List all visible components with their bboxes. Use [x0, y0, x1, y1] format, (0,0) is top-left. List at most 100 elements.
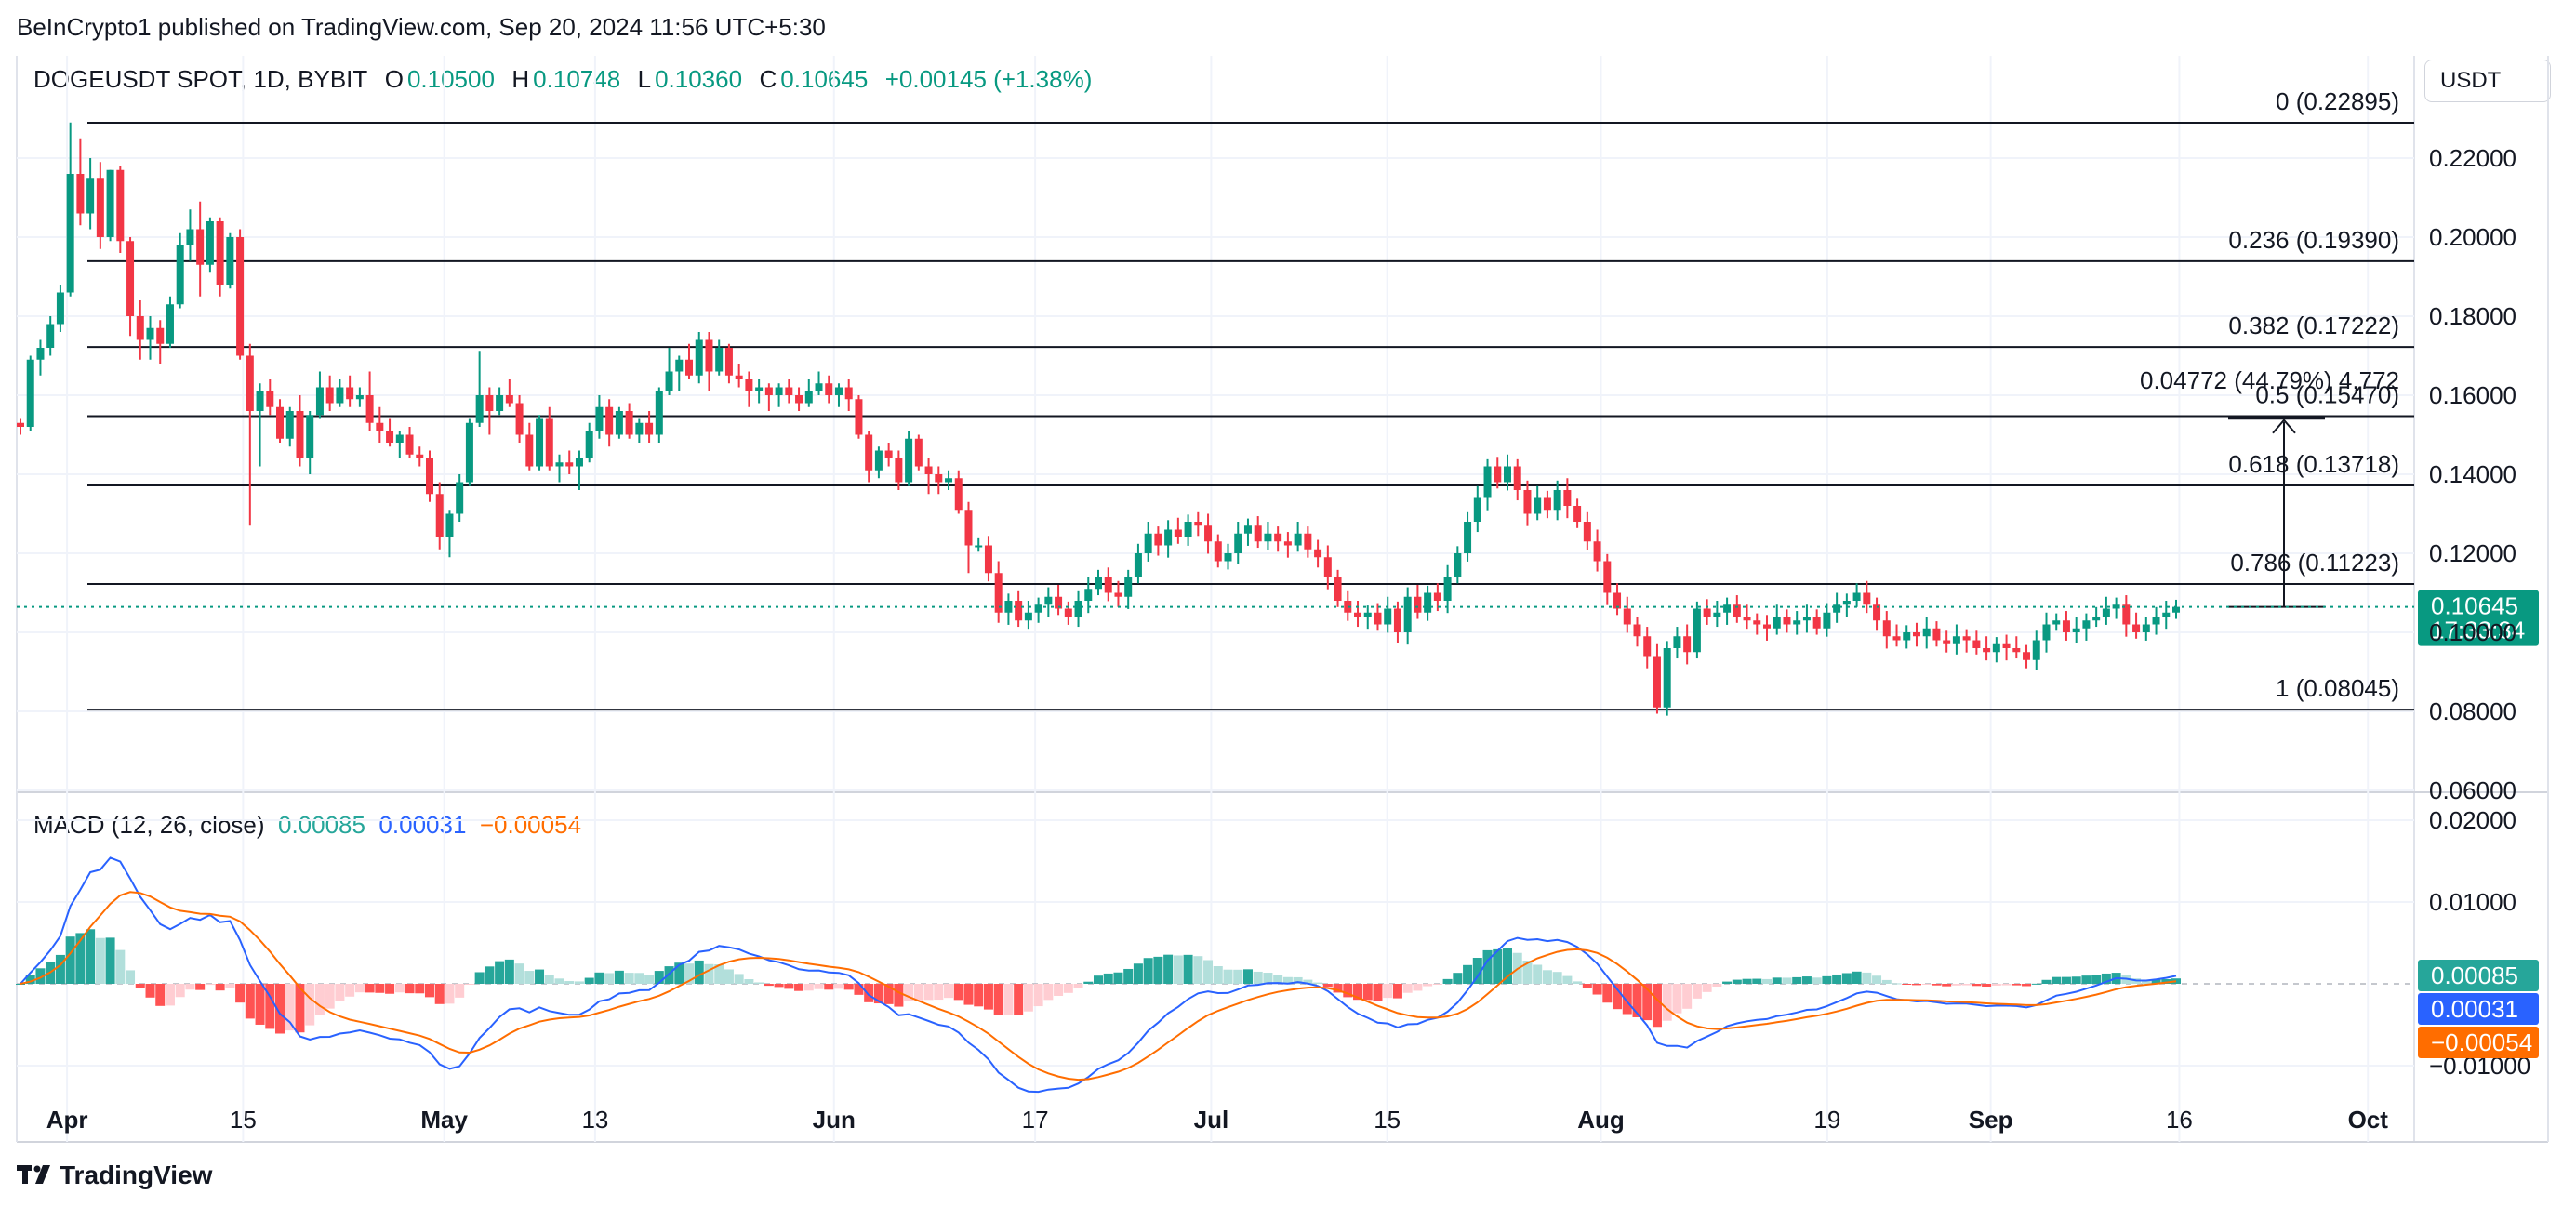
macd-histogram-bar: [974, 984, 984, 1007]
macd-tick-label: 0.01000: [2429, 888, 2516, 916]
last-price-countdown: 17:33:34: [2431, 617, 2525, 644]
macd-histogram-bar: [2022, 984, 2032, 987]
candle-body: [1194, 522, 1202, 526]
candle-body: [884, 450, 893, 458]
macd-histogram-bar: [594, 972, 604, 984]
candle-body: [2092, 617, 2101, 621]
candle-body: [935, 474, 943, 483]
macd-histogram-bar: [365, 984, 375, 993]
macd-histogram-bar: [1373, 984, 1383, 1001]
candle-body: [1633, 624, 1641, 637]
macd-histogram-bar: [944, 984, 954, 999]
candle-body: [1164, 529, 1173, 546]
macd-histogram-bar: [1043, 984, 1054, 1001]
candle-body: [186, 229, 194, 245]
candle-body: [1653, 656, 1661, 708]
macd-axis[interactable]: 0.020000.01000−0.010000.000850.00031−0.0…: [2418, 806, 2539, 1080]
macd-histogram-bar: [455, 984, 465, 998]
macd-histogram-bar: [1402, 984, 1413, 993]
candle-body: [416, 454, 424, 458]
candle-body: [1863, 592, 1871, 605]
time-tick-label: Apr: [46, 1106, 88, 1134]
macd-histogram-bar: [1293, 976, 1303, 984]
macd-histogram-bar: [1432, 984, 1442, 985]
low-value: 0.10360: [655, 65, 743, 93]
candle-body: [246, 355, 254, 411]
candle-body: [1144, 533, 1152, 553]
candle-body: [1693, 608, 1701, 653]
candle-body: [565, 462, 574, 467]
macd-indicator-name[interactable]: MACD (12, 26, close): [33, 811, 265, 839]
macd-histogram-bar: [1682, 984, 1693, 1009]
macd-histogram-bar: [764, 984, 774, 987]
macd-histogram-bar: [1872, 975, 1882, 984]
candle-body: [1384, 608, 1392, 625]
candle-body: [216, 221, 224, 285]
candle-body: [525, 434, 534, 467]
candle-body: [166, 304, 174, 344]
candle-body: [1443, 577, 1452, 601]
time-axis[interactable]: Apr 15 May 13 Jun 17 Jul 15 Aug 19 Sep 16 Oct: [46, 1106, 2389, 1134]
time-tick-label: 17: [1022, 1106, 1049, 1134]
candle-body: [954, 478, 963, 511]
macd-histogram-bar: [814, 984, 824, 989]
currency-selector[interactable]: USDT: [2424, 60, 2551, 102]
macd-histogram-bar: [415, 984, 425, 994]
close-label: C: [759, 65, 777, 93]
candle-body: [1583, 522, 1591, 542]
candle-body: [1922, 628, 1931, 637]
candle-body: [1274, 533, 1282, 542]
macd-histogram-bar: [524, 971, 535, 984]
macd-histogram-bar: [1852, 971, 1862, 984]
candle-body: [106, 169, 114, 237]
candle-body: [1473, 497, 1481, 522]
candle-body: [1773, 617, 1781, 629]
candle-body: [1344, 601, 1352, 613]
candle-body: [376, 422, 384, 431]
tradingview-logo[interactable]: TradingView: [17, 1161, 212, 1190]
candle-body: [146, 327, 154, 340]
candle-body: [2152, 617, 2160, 625]
macd-histogram-bar: [1642, 984, 1653, 1021]
candle-body: [1354, 612, 1362, 617]
macd-histogram-bar: [185, 984, 195, 990]
candle-body: [1264, 533, 1272, 542]
macd-histogram-bar: [1672, 984, 1682, 1014]
macd-line-value: 0.00031: [378, 811, 467, 839]
candle-body: [1573, 506, 1582, 522]
macd-histogram-bar: [225, 984, 235, 988]
candle-body: [76, 174, 85, 214]
macd-histogram-bar: [1482, 949, 1493, 984]
macd-histogram-bar: [305, 984, 315, 1026]
macd-histogram-bar: [86, 929, 96, 984]
candle-body: [1842, 601, 1851, 605]
candle-body: [435, 494, 444, 537]
candle-body: [315, 387, 324, 416]
price-axis[interactable]: 0.22000 0.20000 0.18000 0.16000 0.14000 0.120…: [2429, 144, 2516, 804]
macd-histogram-bar: [1792, 976, 1802, 984]
candle-body: [1503, 466, 1511, 483]
macd-histogram-bar: [1263, 973, 1273, 984]
price-range-measure[interactable]: 0.04772 (44.79%) 4,772: [2140, 366, 2399, 608]
macd-histogram-bar: [1522, 961, 1533, 984]
macd-histogram-bar: [1343, 984, 1353, 998]
macd-histogram-bar: [1193, 956, 1203, 984]
macd-histogram-bar: [245, 984, 255, 1019]
candle-body: [1723, 604, 1732, 613]
candle-body: [156, 327, 165, 344]
symbol-name[interactable]: DOGEUSDT SPOT, 1D, BYBIT: [33, 65, 368, 93]
candle-body: [735, 375, 743, 379]
candle-body: [1403, 596, 1412, 632]
price-tick-label: 0.14000: [2429, 460, 2516, 488]
fib-retracement[interactable]: 0 (0.22895) 0.236 (0.19390) 0.382 (0.17222…: [87, 87, 2414, 711]
candle-body: [964, 510, 973, 546]
candle-body: [1055, 596, 1063, 609]
time-tick-label: Jul: [1194, 1106, 1229, 1134]
candle-body: [1673, 636, 1681, 648]
candle-body: [975, 545, 983, 548]
candle-body: [266, 391, 274, 407]
macd-histogram-bar: [105, 937, 115, 984]
macd-histogram-bar: [1003, 984, 1014, 1015]
